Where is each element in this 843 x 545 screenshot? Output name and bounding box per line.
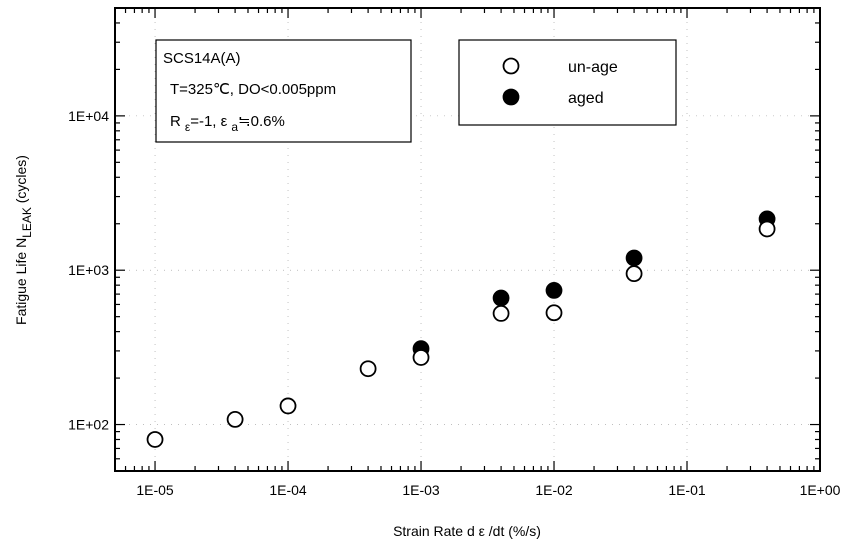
x-tick-label: 1E-03: [402, 482, 440, 498]
unaged-data-point: [279, 397, 297, 415]
aged-data-point: [492, 289, 510, 307]
legend-open-circle-marker: [502, 57, 520, 75]
x-tick-label: 1E-01: [668, 482, 706, 498]
x-tick-label: 1E-05: [136, 482, 174, 498]
annotation-line-2: T=325℃, DO<0.005ppm: [170, 81, 336, 98]
legend-frame: [458, 39, 677, 126]
data-points: [146, 210, 776, 448]
annotation-amplitude: ≒0.6%: [238, 113, 285, 130]
legend-label-aged: aged: [568, 90, 604, 107]
legend-label-unaged: un-age: [568, 59, 618, 76]
axis-ticks: [114, 7, 821, 472]
unaged-data-point: [492, 304, 510, 322]
y-axis-title-unit: (cycles): [13, 155, 29, 207]
x-axis-title: Strain Rate d ε /dt (%/s): [393, 523, 541, 539]
y-tick-label: 1E+02: [68, 417, 109, 433]
aged-data-point: [625, 249, 643, 267]
plot-frame: [114, 7, 821, 472]
tick-labels: 1E-05 1E-04 1E-03 1E-02 1E-01 1E+00 1E+02 1E+03…: [68, 108, 841, 498]
annotation-r: R: [170, 113, 181, 130]
y-axis-title-subscript: LEAK: [20, 207, 34, 238]
y-tick-label: 1E+03: [68, 262, 109, 278]
x-tick-label: 1E-02: [535, 482, 573, 498]
unaged-data-point: [359, 360, 377, 378]
annotation-r-subscript: ε: [185, 120, 191, 134]
y-axis-title: Fatigue Life NLEAK (cycles): [13, 155, 34, 325]
unaged-data-point: [758, 220, 776, 238]
annotation-ratio: =-1, ε: [190, 113, 227, 130]
annotation-line-1: SCS14A(A): [163, 50, 241, 67]
x-tick-label: 1E+00: [800, 482, 841, 498]
legend-filled-circle-marker: [502, 88, 520, 106]
x-tick-label: 1E-04: [269, 482, 307, 498]
annotation-a-subscript: a: [231, 120, 238, 134]
unaged-data-point: [226, 410, 244, 428]
annotation-frame: [155, 39, 412, 143]
aged-data-point: [545, 281, 563, 299]
y-tick-label: 1E+04: [68, 108, 109, 124]
legend: un-age aged: [458, 39, 677, 126]
unaged-data-point: [625, 265, 643, 283]
unaged-data-point: [545, 304, 563, 322]
y-axis-title-main: Fatigue Life N: [13, 238, 29, 325]
unaged-data-point: [412, 349, 430, 366]
unaged-data-point: [146, 431, 164, 448]
